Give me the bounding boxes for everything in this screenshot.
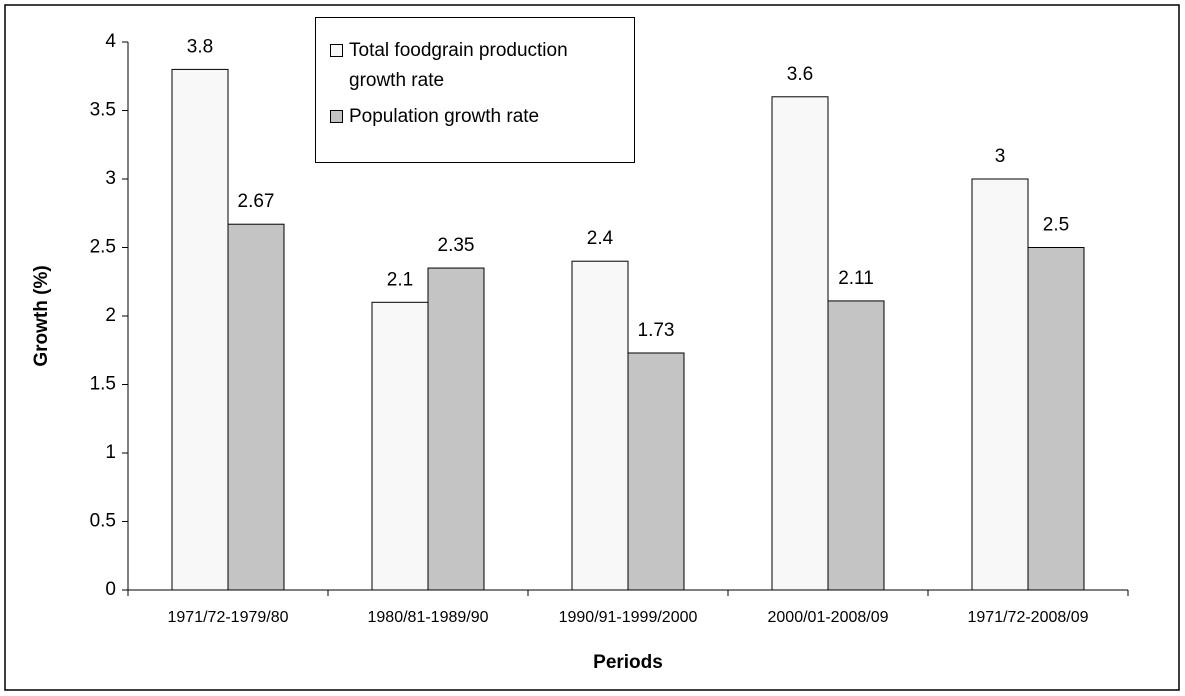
data-label: 3.6 <box>787 64 813 85</box>
legend-label: Population growth rate <box>349 106 540 127</box>
bar <box>771 96 829 591</box>
data-label: 2.1 <box>387 269 413 290</box>
y-tick-label: 3.5 <box>90 100 116 121</box>
x-tick-label: 1980/81-1989/90 <box>368 609 489 626</box>
data-label: 1.73 <box>638 320 675 341</box>
bar <box>171 68 229 591</box>
bar <box>627 352 685 591</box>
data-label: 2.67 <box>238 191 275 212</box>
data-label: 2.4 <box>587 228 614 249</box>
y-tick-label: 2 <box>105 305 116 326</box>
bar <box>1027 247 1085 591</box>
legend-item: Total foodgrain production growth rate <box>330 36 620 96</box>
y-tick-label: 0.5 <box>90 511 116 532</box>
bar <box>827 300 885 591</box>
x-axis-label: Periods <box>593 652 663 673</box>
legend-swatch <box>330 110 343 123</box>
bar <box>971 178 1029 591</box>
bar <box>227 223 285 591</box>
x-tick-label: 1971/72-2008/09 <box>968 609 1089 626</box>
x-tick-label: 1990/91-1999/2000 <box>559 609 698 626</box>
bar <box>427 267 485 591</box>
x-tick-label: 1971/72-1979/80 <box>168 609 289 626</box>
data-label: 3.8 <box>187 36 213 57</box>
bar <box>571 260 629 591</box>
y-tick-label: 1.5 <box>90 374 116 395</box>
data-label: 2.11 <box>838 268 874 289</box>
y-axis-label: Growth (%) <box>31 265 52 366</box>
bar <box>371 301 429 591</box>
legend-swatch <box>330 44 343 57</box>
legend: Total foodgrain production growth rate P… <box>315 17 635 163</box>
y-tick-label: 1 <box>105 442 116 463</box>
y-tick-label: 2.5 <box>90 237 116 258</box>
data-label: 2.5 <box>1043 215 1069 236</box>
y-tick-label: 4 <box>105 31 116 52</box>
y-tick-label: 3 <box>105 168 116 189</box>
x-tick-label: 2000/01-2008/09 <box>768 609 889 626</box>
legend-item: Population growth rate <box>330 102 620 132</box>
data-label: 3 <box>995 146 1006 167</box>
y-tick-label: 0 <box>105 579 116 600</box>
legend-label: Total foodgrain production growth rate <box>349 40 568 91</box>
data-label: 2.35 <box>438 235 475 256</box>
